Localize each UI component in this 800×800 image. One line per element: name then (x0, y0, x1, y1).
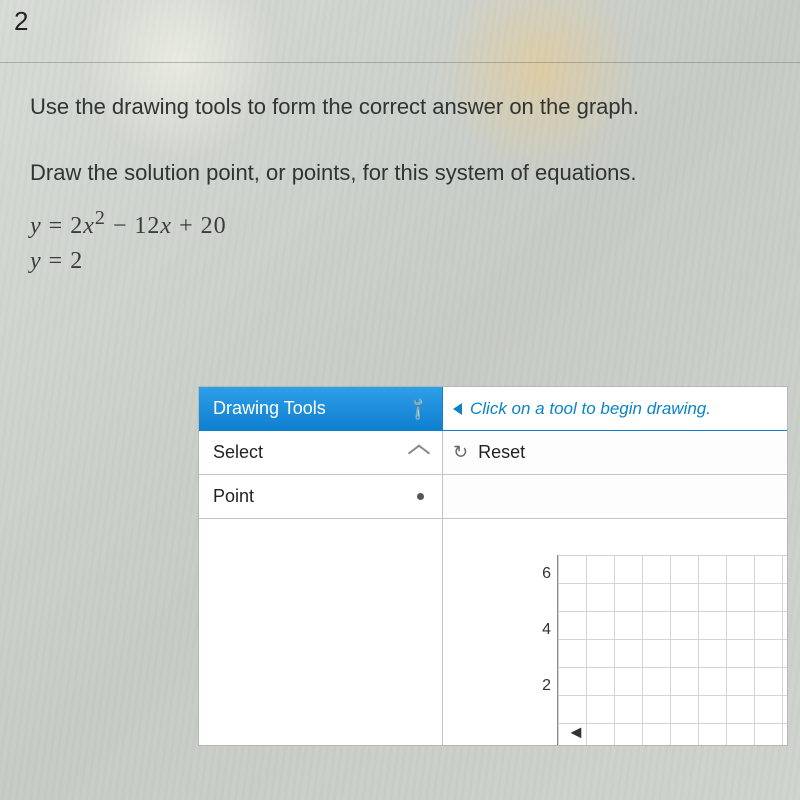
y-tick-4: 4 (542, 621, 551, 639)
equation-1: y = 2x2 − 12x + 20 (30, 207, 780, 240)
panel-title-text: Drawing Tools (213, 398, 326, 419)
tool-row-select: Select Reset (199, 431, 787, 475)
panel-hint: Click on a tool to begin drawing. (443, 387, 787, 430)
cursor-icon (408, 444, 431, 461)
panel-header: Drawing Tools 🔧 Click on a tool to begin… (199, 387, 787, 431)
y-tick-2: 2 (542, 677, 551, 695)
tool-select-label: Select (213, 442, 263, 463)
tool-row-point: Point (199, 475, 787, 519)
y-tick-6: 6 (542, 565, 551, 583)
reset-button[interactable]: Reset (443, 431, 787, 474)
wrench-icon[interactable]: 🔧 (408, 399, 428, 419)
divider (0, 62, 800, 63)
panel-hint-text: Click on a tool to begin drawing. (470, 399, 711, 419)
x-axis-arrow-left-icon: ◄ (567, 722, 585, 743)
triangle-left-icon (453, 403, 462, 415)
tool-point[interactable]: Point (199, 475, 443, 518)
panel-body: 6 4 2 ◄ (199, 519, 787, 745)
panel-header-title: Drawing Tools 🔧 (199, 387, 443, 430)
equation-2: y = 2 (30, 248, 780, 275)
tool-list-empty (199, 519, 443, 745)
graph-grid[interactable] (557, 555, 787, 745)
sub-prompt-text: Draw the solution point, or points, for … (30, 158, 780, 188)
point-icon (417, 493, 424, 500)
prompt-text: Use the drawing tools to form the correc… (30, 92, 780, 122)
graph-spacer (443, 475, 787, 518)
tool-point-label: Point (213, 486, 254, 507)
graph-area[interactable]: 6 4 2 ◄ (443, 519, 787, 745)
reset-icon (453, 442, 468, 463)
reset-label: Reset (478, 442, 525, 463)
drawing-tools-panel: Drawing Tools 🔧 Click on a tool to begin… (198, 386, 788, 746)
tool-select[interactable]: Select (199, 431, 443, 474)
question-number: 2 (14, 6, 28, 37)
question-content: Use the drawing tools to form the correc… (30, 92, 780, 283)
